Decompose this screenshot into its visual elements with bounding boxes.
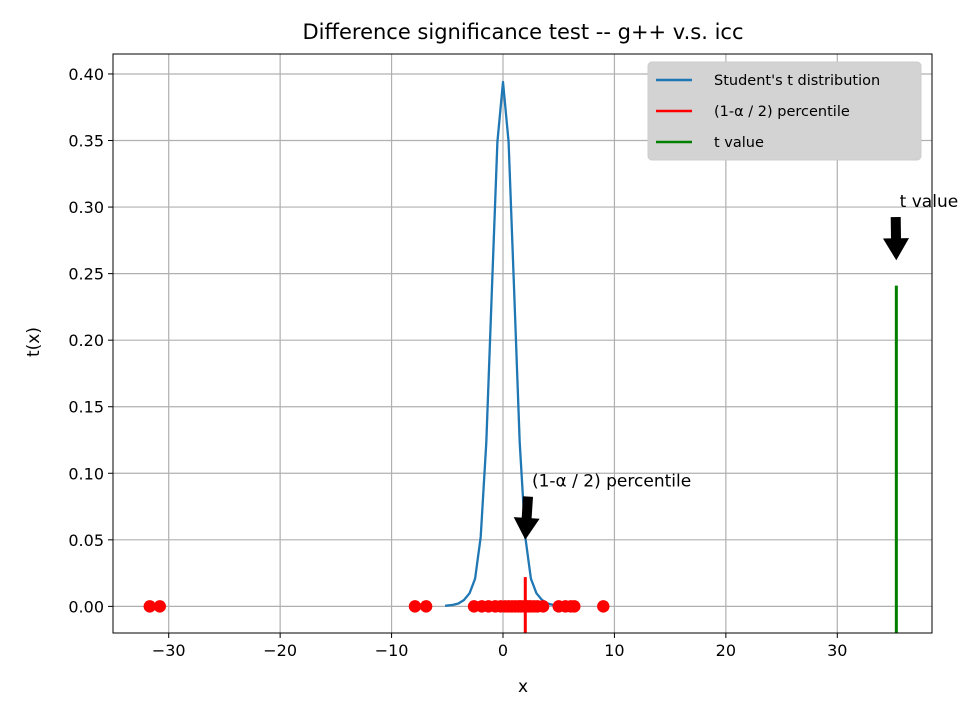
y-tick-label: 0.35 [68,132,104,151]
sample-point [568,600,581,613]
t-distribution-line [444,80,562,607]
y-tick-label: 0.00 [68,597,104,616]
y-tick-label: 0.15 [68,398,104,417]
x-tick-label: −30 [152,641,186,660]
x-tick-label: 0 [498,641,508,660]
legend-label: Student's t distribution [714,73,880,89]
sample-point [419,600,433,613]
plot-frame [112,53,933,634]
x-tick-label: 30 [827,641,847,660]
y-tick-label: 0.25 [68,265,104,284]
x-tick-label: −10 [375,641,409,660]
t-value-arrow [883,217,909,261]
annotations: (1-α / 2) percentile t value [513,192,959,540]
x-tick-label: −20 [263,641,297,660]
y-tick-label: 0.10 [68,464,104,483]
sample-point [536,600,550,613]
legend-label: t value [714,135,764,151]
y-axis: 0.00 0.05 0.10 0.15 0.20 0.25 0.30 0.35 0.40 [68,65,113,616]
legend: Student's t distribution (1-α / 2) percen… [647,61,922,161]
sample-point [143,600,156,613]
t-value-annotation: t value [900,192,959,212]
sample-point [597,600,610,613]
x-axis: −30 −20 −10 0 10 20 30 [152,633,847,660]
sample-point [408,600,422,613]
y-tick-label: 0.40 [68,65,104,84]
chart-title: Difference significance test -- g++ v.s.… [303,20,744,44]
legend-box [647,61,922,161]
y-tick-label: 0.05 [68,531,104,550]
x-axis-title: x [518,677,528,697]
percentile-annotation: (1-α / 2) percentile [532,472,691,492]
y-axis-title: t(x) [24,327,44,357]
x-tick-label: 10 [604,641,624,660]
x-tick-label: 20 [716,641,736,660]
plot-marks [143,80,898,633]
percentile-arrow [513,496,540,540]
legend-label: (1-α / 2) percentile [714,104,850,120]
y-tick-label: 0.30 [68,198,104,217]
y-tick-label: 0.20 [68,331,104,350]
sample-point [153,600,166,613]
